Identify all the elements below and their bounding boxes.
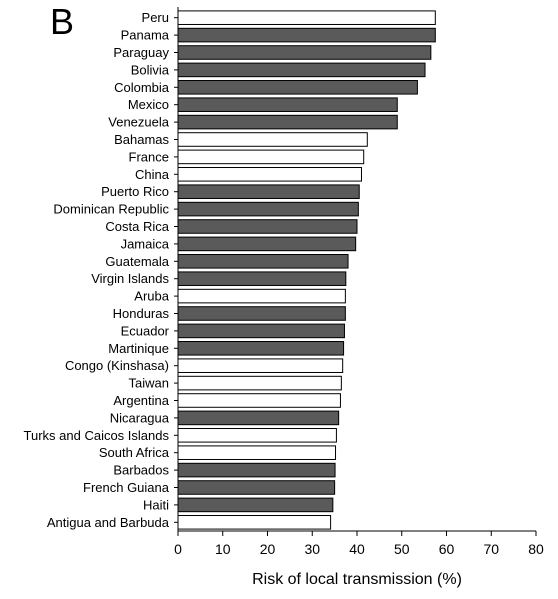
category-label: Aruba (134, 289, 169, 304)
bar-taiwan (177, 375, 342, 391)
category-label: Nicaragua (110, 410, 170, 425)
category-label: Venezuela (108, 115, 169, 130)
category-label: Guatemala (105, 254, 169, 269)
panel-label: B (50, 1, 75, 42)
bar-haiti (177, 497, 334, 513)
bar-honduras (177, 306, 346, 321)
category-label: Paraguay (113, 45, 169, 60)
category-label: Martinique (108, 341, 169, 356)
x-tick-label: 70 (483, 541, 499, 557)
category-label: Antigua and Barbuda (47, 515, 170, 530)
bar-martinique (177, 341, 345, 356)
x-axis: 0 10 20 30 40 50 60 70 80 (174, 7, 544, 557)
category-label: Barbados (113, 463, 169, 478)
x-tick-label: 20 (260, 541, 276, 557)
bar-peru (177, 10, 436, 25)
bar-bolivia (177, 62, 426, 78)
category-label: Peru (142, 10, 169, 25)
category-label: Panama (121, 28, 170, 43)
bar-jamaica (177, 236, 357, 252)
category-label: Turks and Caicos Islands (24, 428, 170, 443)
category-label: Colombia (114, 80, 170, 95)
bar-south-africa (177, 445, 337, 460)
bar-panama (177, 27, 436, 43)
x-tick-label: 0 (174, 541, 182, 557)
category-label: Argentina (113, 393, 169, 408)
category-label: Jamaica (121, 236, 170, 251)
category-label: Bahamas (114, 132, 169, 147)
bar-ecuador (177, 323, 345, 339)
x-tick-label: 10 (215, 541, 231, 557)
bar-antigua-and-barbuda (177, 515, 332, 530)
category-label: French Guiana (83, 480, 170, 495)
bar-nicaragua (177, 410, 340, 426)
bar-bahamas (177, 132, 368, 147)
bar-virgin-islands (177, 271, 347, 286)
bar-venezuela (177, 114, 398, 130)
category-label: Costa Rica (105, 219, 169, 234)
category-label: Mexico (128, 97, 169, 112)
bar-colombia (177, 80, 418, 95)
bar-guatemala (177, 254, 349, 269)
category-label: China (135, 167, 170, 182)
bar-china (177, 167, 362, 182)
x-tick-label: 40 (349, 541, 365, 557)
x-tick-label: 50 (394, 541, 410, 557)
category-label: Puerto Rico (101, 184, 169, 199)
bar-puerto-rico (177, 184, 360, 199)
bar-paraguay (177, 45, 432, 60)
category-label: France (129, 149, 169, 164)
bar-dominican-republic (177, 201, 359, 217)
category-label: Ecuador (121, 323, 170, 338)
bar-argentina (177, 393, 341, 408)
category-label: Honduras (113, 306, 170, 321)
category-label: Dominican Republic (53, 202, 169, 217)
category-labels-group: Peru Panama Paraguay Bolivia Colombia Mexico V… (24, 10, 170, 530)
bar-mexico (177, 97, 398, 112)
x-tick-label: 30 (304, 541, 320, 557)
category-label: Congo (Kinshasa) (65, 358, 169, 373)
bar-aruba (177, 288, 346, 304)
category-label: Virgin Islands (91, 271, 169, 286)
bar-barbados (177, 462, 336, 478)
x-tick-label: 80 (528, 541, 544, 557)
bar-french-guiana (177, 480, 336, 495)
bar-france (177, 149, 365, 165)
category-label: South Africa (99, 445, 170, 460)
bar-costa-rica (177, 219, 358, 234)
x-tick-label: 60 (439, 541, 455, 557)
bar-turks-and-caicos-islands (177, 428, 337, 443)
x-axis-title: Risk of local transmission (%) (252, 571, 462, 588)
bar-congo-kinshasa (177, 358, 344, 373)
category-label: Bolivia (131, 62, 170, 77)
category-label: Taiwan (129, 376, 169, 391)
bars-group (177, 10, 436, 530)
category-label: Haiti (143, 497, 169, 512)
